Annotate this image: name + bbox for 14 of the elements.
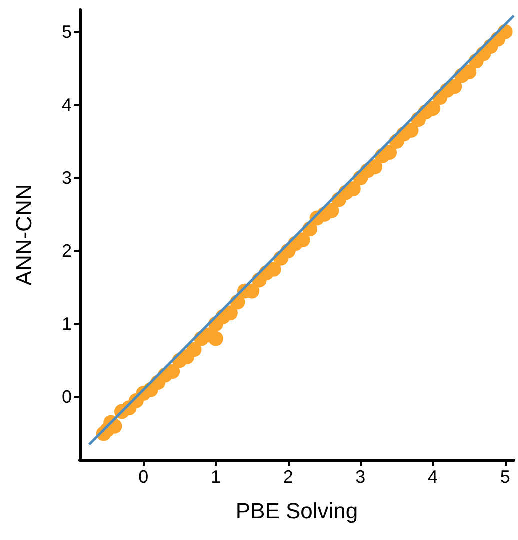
x-axis-title: PBE Solving [236,498,358,524]
x-tick-label: 2 [283,467,294,487]
x-tick-label: 1 [210,467,221,487]
y-tick-label: 1 [62,314,72,334]
y-tick-label: 5 [62,22,72,42]
x-tick-label: 0 [138,467,149,487]
x-tick-label: 4 [428,467,438,487]
y-tick-label: 2 [62,241,72,262]
y-tick-label: 4 [62,94,72,115]
x-tick-label: 3 [356,467,366,487]
x-tick-label: 5 [500,467,510,487]
y-tick-label: 3 [62,168,72,188]
y-axis-title: ANN-CNN [12,184,36,286]
y-tick-label: 0 [62,387,72,408]
